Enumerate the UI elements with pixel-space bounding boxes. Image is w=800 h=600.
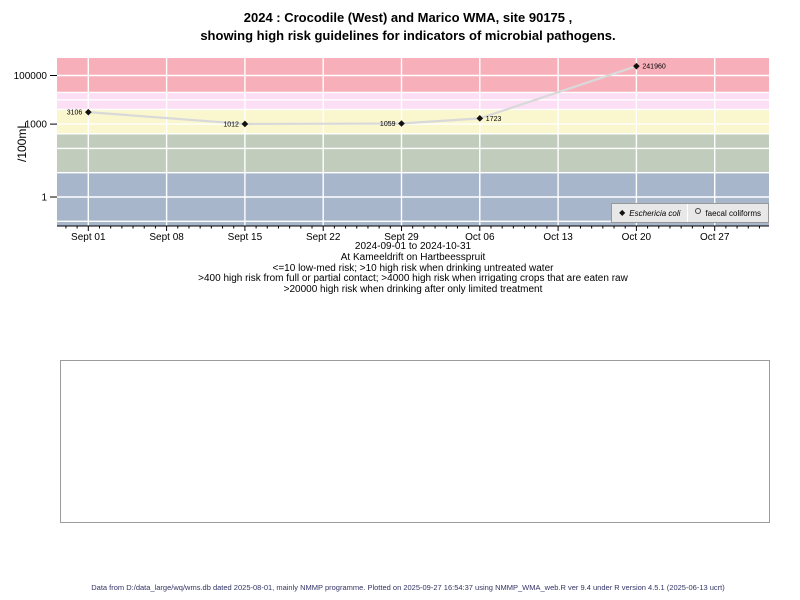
risk-band-high-risk-full-partial-contact: [57, 109, 769, 134]
data-point-label: 1723: [486, 116, 502, 123]
y-axis-label: /100mL: [15, 122, 29, 162]
data-point-diamond: [85, 108, 92, 116]
data-point-label: 3106: [67, 110, 83, 117]
y-axis-tick-label: 100000: [14, 71, 48, 82]
x-axis-tick-label: Sept 01: [71, 232, 106, 243]
x-axis-tick-label: Sept 15: [228, 232, 263, 243]
x-axis-tick-label: Oct 27: [700, 232, 730, 243]
data-point-label: 241960: [642, 64, 665, 71]
open-circle-icon: [695, 207, 702, 214]
legend-item-label: faecal coliforms: [705, 208, 761, 218]
risk-band-high-risk-irrigation-raw-crops: [57, 92, 769, 110]
data-point-diamond: [398, 120, 405, 127]
x-axis-tick-label: Oct 20: [622, 232, 652, 243]
chart-subtitle: 2024-09-01 to 2024-10-31 At Kameeldrift …: [13, 241, 800, 296]
filled-diamond-icon: ◆: [619, 208, 626, 217]
x-axis-tick-label: Sept 29: [384, 232, 419, 243]
subtitle-date-range: 2024-09-01 to 2024-10-31: [354, 241, 472, 252]
chart-plot: Sept 01 Sept 08 Sept 15 Sept 22 Sept 29 Oct 0…: [14, 58, 769, 243]
risk-band-high-risk-drinking-untreated: [57, 133, 769, 173]
chart-legend: ◆ Eschericia coli faecal coliforms: [611, 203, 769, 223]
x-axis-tick-label: Sept 08: [149, 232, 184, 243]
empty-panel: [60, 360, 770, 523]
data-point-label: 1059: [380, 121, 396, 128]
data-point-diamond: [633, 62, 640, 70]
subtitle-guideline-1: <=10 low-med risk; >10 high risk when dr…: [272, 262, 554, 274]
y-axis-tick-label: 1: [41, 193, 47, 204]
legend-item-eschericia-coli: ◆ Eschericia coli: [612, 204, 687, 222]
footer-text: Data from D:/data_large/wq/wms.db dated …: [91, 583, 725, 592]
chart-title-line2: showing high risk guidelines for indicat…: [200, 28, 616, 43]
x-axis-tick-label: Sept 22: [306, 232, 341, 243]
y-axis-tick-label: 1000: [25, 120, 48, 131]
legend-item-faecal-coliforms: faecal coliforms: [687, 204, 768, 222]
subtitle-guideline-3: >20000 high risk when drinking after onl…: [283, 284, 543, 296]
data-point-diamond: [476, 115, 484, 122]
subtitle-location: At Kameeldrift on Hartbeesspruit: [340, 251, 486, 263]
data-point-diamond: [241, 120, 249, 128]
subtitle-guideline-2: >400 high risk from full or partial cont…: [198, 273, 628, 285]
x-axis-tick-label: Oct 06: [465, 232, 495, 243]
x-axis-tick-label: Oct 13: [543, 232, 573, 243]
data-point-label: 1012: [223, 121, 239, 128]
legend-item-label: Eschericia coli: [629, 208, 681, 218]
chart-title: 2024 : Crocodile (West) and Marico WMA, …: [8, 9, 800, 45]
chart-title-line1: 2024 : Crocodile (West) and Marico WMA, …: [243, 10, 573, 25]
